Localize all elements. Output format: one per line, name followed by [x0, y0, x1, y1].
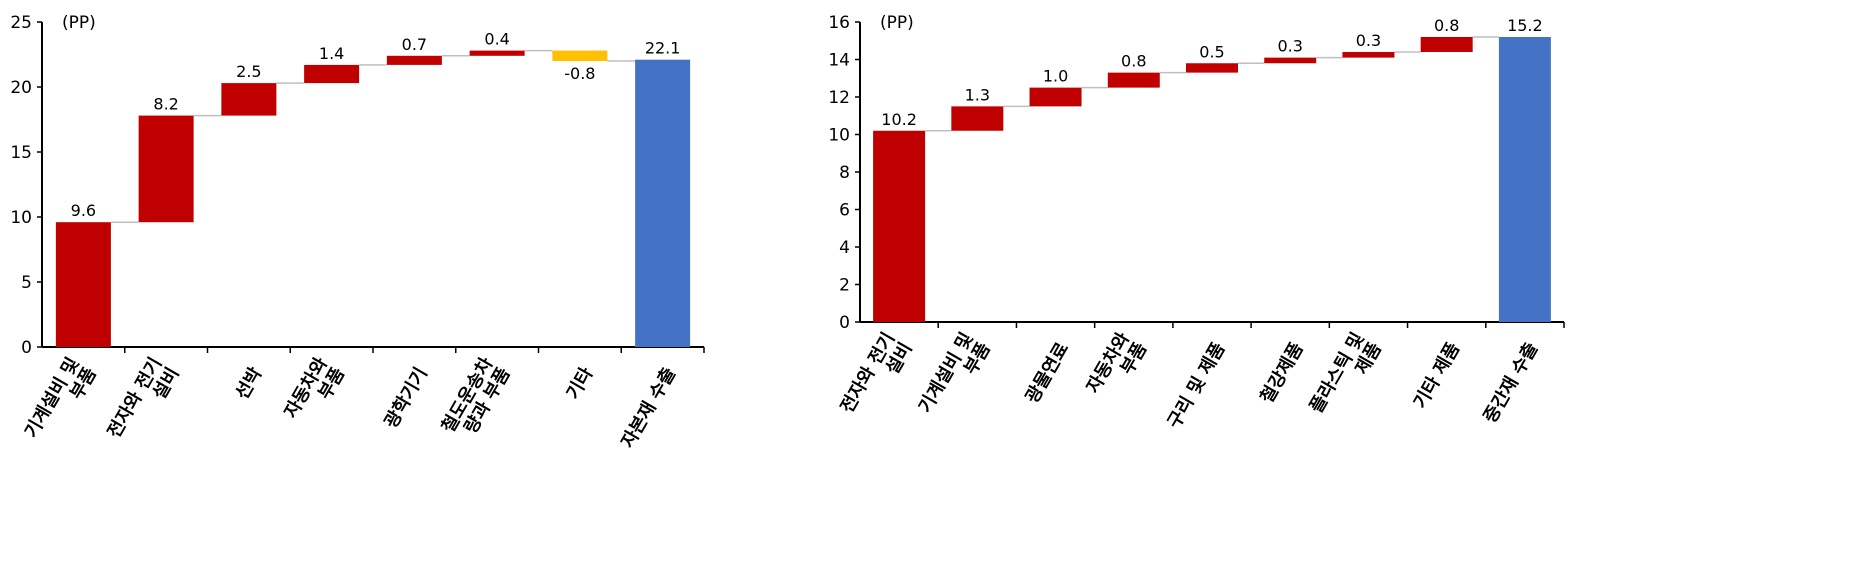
- bar: [1264, 57, 1317, 64]
- category-label: 플라스틱 및제품: [1306, 329, 1386, 427]
- category-label: 중간재 수출: [1480, 339, 1543, 427]
- category-label-line: 기타: [563, 364, 598, 404]
- bar: [873, 130, 926, 322]
- category-label: 광물연료: [1022, 339, 1073, 407]
- right-chart: 0 2 4 6 8 10 12 14 16 (PP) 10.2 전자와 전기설비 1.3 기계설비 및부품…: [828, 13, 1565, 432]
- data-label: 0.4: [484, 30, 509, 49]
- data-label: 0.8: [1434, 16, 1459, 35]
- y-tick-label: 0: [21, 338, 32, 358]
- bar: [1420, 37, 1473, 52]
- data-label: 9.6: [71, 201, 96, 220]
- y-tick-label: 4: [839, 238, 850, 258]
- bar: [1342, 52, 1395, 58]
- data-label: 1.4: [319, 44, 344, 63]
- category-label: 자동차와부품: [281, 354, 350, 432]
- bar: [469, 50, 525, 56]
- category-label: 철도운송차량과 부품: [438, 354, 515, 447]
- bar: [635, 59, 691, 347]
- bar: [552, 50, 608, 61]
- data-label: 2.5: [236, 62, 261, 81]
- category-label-line: 중간재 수출: [1480, 339, 1543, 427]
- bar: [1186, 63, 1238, 73]
- unit-label: (PP): [880, 13, 914, 33]
- y-tick-label: 16: [828, 13, 850, 33]
- bar: [1498, 37, 1551, 322]
- y-tick-label: 10: [10, 208, 32, 228]
- category-label: 기계설비 및부품: [915, 329, 995, 427]
- category-label: 광학기기: [380, 364, 432, 432]
- category-label: 철강제품: [1256, 339, 1307, 407]
- bar: [1029, 87, 1082, 107]
- y-tick-label: 5: [21, 273, 32, 293]
- y-tick-label: 25: [10, 13, 32, 33]
- category-label: 전자와 전기설비: [837, 329, 917, 427]
- data-label: 15.2: [1507, 16, 1543, 35]
- category-label-line: 선박: [232, 364, 267, 404]
- bar: [55, 222, 111, 347]
- data-label: 10.2: [881, 110, 917, 129]
- category-label: 전자와 전기설비: [104, 354, 184, 452]
- data-label: 0.5: [1199, 42, 1224, 61]
- data-label: 1.3: [965, 85, 990, 104]
- category-label: 기계설비 및부품: [21, 354, 101, 452]
- data-label: 22.1: [645, 39, 681, 58]
- category-label-line: 광학기기: [380, 364, 432, 432]
- data-label: 0.8: [1121, 52, 1146, 71]
- category-label: 자동차와부품: [1083, 329, 1152, 407]
- category-label: 선박: [232, 364, 267, 404]
- y-tick-label: 10: [828, 126, 850, 146]
- y-tick-label: 12: [828, 88, 850, 108]
- bar: [304, 64, 360, 84]
- bar: [138, 115, 194, 223]
- unit-label: (PP): [62, 13, 96, 33]
- category-label-line: 구리 및 제품: [1164, 339, 1230, 432]
- y-tick-label: 8: [839, 163, 850, 183]
- left-chart: 0 5 10 15 20 25 (PP) 9.6 기계설비 및부품 8.2 전자와 전기설비 2.5 선…: [10, 13, 705, 452]
- y-tick-label: 14: [828, 51, 850, 71]
- data-label: 0.3: [1277, 37, 1302, 56]
- category-label-line: 철강제품: [1256, 339, 1307, 407]
- y-tick-label: 2: [839, 276, 850, 296]
- data-label: 8.2: [153, 95, 178, 114]
- category-label-line: 자본재 수출: [617, 364, 680, 452]
- y-tick-label: 20: [10, 78, 32, 98]
- y-tick-label: 6: [839, 201, 850, 221]
- bar: [221, 83, 277, 116]
- y-tick-label: 0: [839, 313, 850, 333]
- data-label: -0.8: [564, 64, 595, 83]
- y-tick-label: 15: [10, 143, 32, 163]
- data-label: 0.7: [402, 35, 427, 54]
- bar: [386, 55, 442, 65]
- bar: [1107, 72, 1160, 88]
- category-label-line: 기타 제품: [1410, 339, 1464, 412]
- category-label: 기타 제품: [1410, 339, 1464, 412]
- category-label: 구리 및 제품: [1164, 339, 1230, 432]
- category-label: 자본재 수출: [617, 364, 680, 452]
- category-label-line: 광물연료: [1022, 339, 1073, 407]
- data-label: 0.3: [1356, 31, 1381, 50]
- data-label: 1.0: [1043, 67, 1068, 86]
- bar: [951, 106, 1004, 131]
- category-label: 기타: [563, 364, 598, 404]
